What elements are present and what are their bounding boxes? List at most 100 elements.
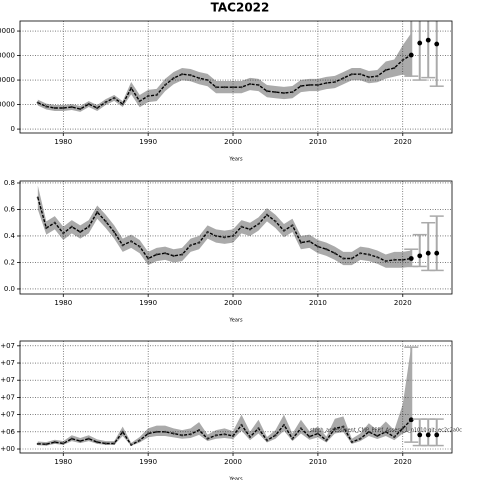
median-point [172,254,175,257]
median-point [87,437,90,440]
y-tick-label: 40000 [0,27,15,35]
median-point [291,90,294,94]
y-tick-label: 0.0e+00 [0,445,15,453]
median-point [223,236,226,239]
median-point [79,439,82,443]
median-point [325,439,328,442]
median-point [206,437,209,440]
median-point [376,75,379,78]
y-tick-label: 0.4 [4,232,16,240]
x-tick-label: 2000 [224,138,242,146]
y-tick-label: 10000 [0,101,15,109]
axes-frame [19,180,453,295]
projection-point [425,37,431,43]
y-tick-label: 0 [11,125,15,133]
uncertainty-band [37,33,412,112]
median-point [299,241,303,244]
median-point [325,248,328,251]
median-point [45,443,48,446]
median-point [384,260,387,263]
median-point [87,102,90,106]
median-point [104,101,107,104]
median-point [257,83,260,87]
median-point [350,257,353,260]
median-point [79,230,82,234]
median-point [155,430,158,433]
median-point [181,253,184,256]
median-point [257,222,260,226]
median-point [342,425,345,428]
median-point [45,105,48,108]
median-point [138,245,141,248]
median-point [197,77,201,80]
plot-area [20,181,452,294]
median-point [147,94,150,98]
median-point [299,427,303,430]
median-point [214,234,218,238]
median-point [206,78,209,82]
median-point [350,441,353,444]
median-point [197,428,201,432]
x-tick-label: 1980 [54,138,72,146]
median-point [333,427,336,430]
median-point [325,81,328,85]
projection-point [425,250,431,256]
y-tick-label: 5.0e+06 [0,428,16,436]
median-point [155,253,158,256]
projection-point [417,253,423,259]
x-tick-label: 1980 [54,458,72,466]
median-point [214,86,218,89]
median-point [70,105,73,109]
median-point [274,434,277,437]
y-tick-label: 0.6 [4,205,16,213]
projection-point [408,52,414,58]
median-point [70,437,73,440]
median-point [316,245,320,248]
median-point [70,225,73,228]
median-point [333,80,336,84]
median-point [189,433,192,436]
median-point [393,66,396,70]
median-point [333,252,336,255]
median-point [248,228,252,231]
median-point [45,226,48,230]
y-tick-label: 30000 [0,52,15,60]
median-point [393,435,396,439]
median-point [206,230,209,234]
median-point [53,106,56,110]
median-point [189,244,192,247]
median-point [121,244,124,247]
median-point [308,240,311,243]
median-point [164,83,167,87]
median-point [121,102,124,106]
median-point [172,432,175,435]
x-tick-label: 2000 [224,299,242,307]
median-point [384,430,387,433]
median-point [401,427,404,430]
median-point [342,77,345,80]
median-point [359,437,362,440]
y-tick-label: 2.0e+07 [0,376,15,384]
median-point [53,441,56,444]
median-point [342,257,345,260]
median-point [36,196,39,199]
x-tick-label: 2020 [394,138,412,146]
median-point [257,427,260,430]
median-point [36,442,39,445]
median-point [181,434,184,437]
median-point [181,73,184,76]
median-point [231,234,235,238]
median-point [113,230,116,234]
median-point [282,91,286,95]
median-point [138,100,141,103]
median-point [130,240,133,243]
median-point [367,430,370,433]
median-point [104,442,107,445]
projection-point [417,40,423,46]
y-tick-label: 0.8 [4,179,15,187]
median-point [147,257,150,260]
median-point [113,442,116,445]
median-point [214,434,218,437]
y-tick-label: 0.2 [4,258,15,266]
